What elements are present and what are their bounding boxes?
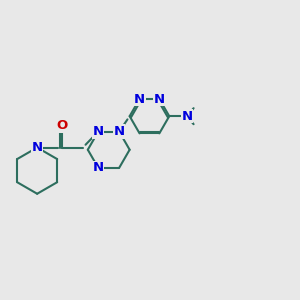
Text: N: N xyxy=(134,92,145,106)
Text: N: N xyxy=(93,125,104,138)
Text: N: N xyxy=(114,125,125,138)
Text: N: N xyxy=(32,141,43,154)
Text: O: O xyxy=(56,119,68,132)
Text: N: N xyxy=(93,161,104,174)
Text: N: N xyxy=(181,110,192,123)
Text: N: N xyxy=(154,92,165,106)
